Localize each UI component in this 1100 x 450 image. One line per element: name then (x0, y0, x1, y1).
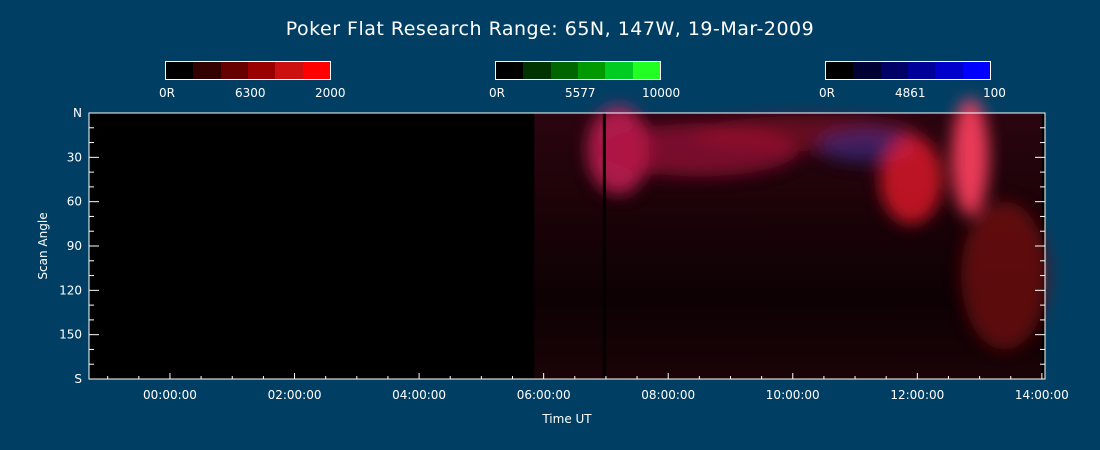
x-tick-label: 08:00:00 (641, 388, 695, 402)
colorbar-5577-max-label: 10000 (642, 86, 681, 100)
x-tick-label: 06:00:00 (517, 388, 571, 402)
colorbar-5577-swatch (495, 61, 661, 80)
colorbar-5577-step-3 (577, 62, 606, 79)
colorbar-4861-step-3 (907, 62, 936, 79)
colorbar-5577-step-2 (550, 62, 578, 79)
x-tick-label: 02:00:00 (268, 388, 322, 402)
colorbar-6300-wavelength-label: 6300 (235, 86, 266, 100)
colorbar-6300-step-5 (302, 62, 330, 79)
emission-feature-4 (879, 135, 943, 224)
colorbar-6300-swatch (165, 61, 331, 80)
x-axis-label: Time UT (541, 412, 592, 426)
y-axis-label: Scan Angle (36, 212, 50, 279)
colorbar-6300-step-4 (275, 62, 303, 79)
colorbar-5577-min-label: 0R (489, 86, 505, 100)
colorbar-4861-max-label: 100 (983, 86, 1006, 100)
x-tick-label: 12:00:00 (890, 388, 944, 402)
colorbar-5577: 0R 5577 10000 (489, 61, 680, 100)
colorbar-6300-step-2 (220, 62, 248, 79)
colorbar-4861-step-0 (826, 62, 854, 79)
colorbar-4861-step-2 (880, 62, 908, 79)
emission-feature-5 (951, 98, 989, 217)
y-tick-label: 120 (59, 283, 82, 297)
colorbar-4861-min-label: 0R (819, 86, 835, 100)
chart-title: Poker Flat Research Range: 65N, 147W, 19… (285, 18, 815, 40)
colorbar-5577-wavelength-label: 5577 (565, 86, 596, 100)
y-tick-label: 60 (67, 195, 82, 209)
colorbar-6300-step-0 (166, 62, 194, 79)
colorbar-6300: 0R 6300 2000 (159, 61, 346, 100)
x-tick-label: 00:00:00 (143, 388, 197, 402)
colorbar-5577-step-0 (496, 62, 524, 79)
colorbar-4861-wavelength-label: 4861 (895, 86, 926, 100)
colorbar-5577-step-1 (523, 62, 551, 79)
colorbar-4861-step-4 (935, 62, 963, 79)
colorbar-5577-step-5 (632, 62, 660, 79)
x-tick-label: 14:00:00 (1015, 388, 1069, 402)
colorbar-4861: 0R 4861 100 (819, 61, 1006, 100)
emission-feature-6 (960, 201, 1049, 350)
colorbar-6300-min-label: 0R (159, 86, 175, 100)
colorbar-4861-step-5 (962, 62, 990, 79)
y-tick-label: N (73, 106, 82, 120)
colorbar-6300-max-label: 2000 (315, 86, 346, 100)
colorbar-4861-swatch (825, 61, 991, 80)
y-tick-label: 150 (59, 328, 82, 342)
colorbar-6300-step-3 (247, 62, 276, 79)
x-tick-label: 10:00:00 (766, 388, 820, 402)
data-gap-line (602, 113, 606, 379)
y-tick-label: 90 (67, 239, 82, 253)
colorbar-6300-step-1 (193, 62, 221, 79)
colorbar-4861-step-1 (853, 62, 881, 79)
x-tick-label: 04:00:00 (392, 388, 446, 402)
y-tick-label: S (74, 372, 82, 386)
y-tick-label: 30 (67, 150, 82, 164)
colorbar-5577-step-4 (605, 62, 633, 79)
